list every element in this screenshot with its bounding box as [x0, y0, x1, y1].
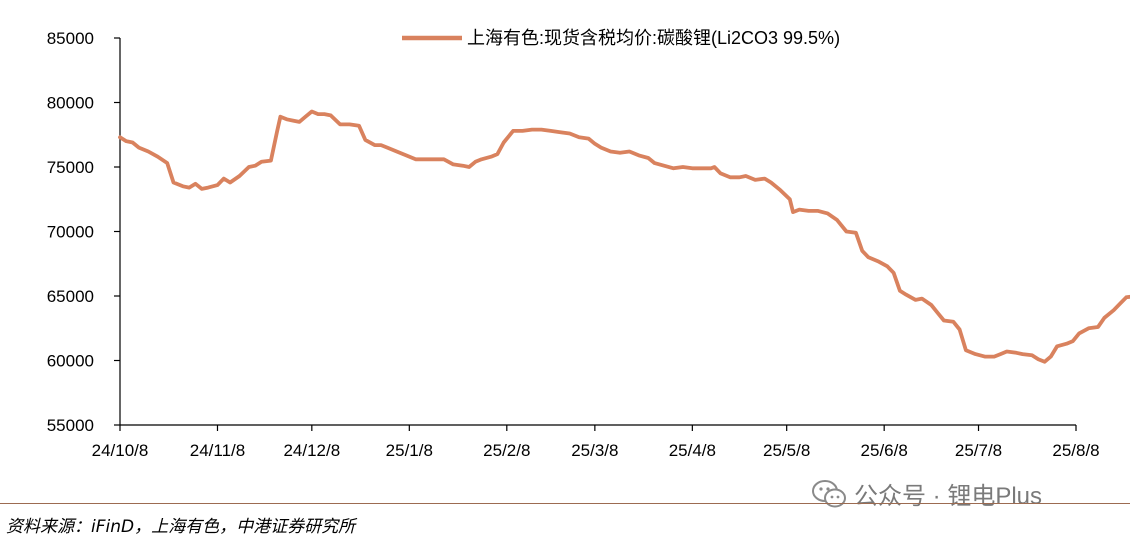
x-tick-label: 25/5/8	[763, 441, 810, 460]
y-tick-label: 65000	[47, 287, 94, 306]
x-axis: 24/10/8 24/11/8 24/12/8 25/1/8 25/2/8 25/3/8 2…	[92, 424, 1100, 460]
watermark-text: 公众号 · 锂电Plus	[854, 483, 1043, 510]
legend: 上海有色:现货含税均价:碳酸锂(Li2CO3 99.5%)	[402, 28, 840, 48]
legend-label: 上海有色:现货含税均价:碳酸锂(Li2CO3 99.5%)	[467, 28, 840, 48]
x-tick-label: 24/12/8	[283, 441, 340, 460]
x-tick-label: 25/2/8	[483, 441, 530, 460]
wechat-icon	[812, 479, 846, 507]
x-tick-label: 24/10/8	[92, 441, 149, 460]
x-tick-label: 25/8/8	[1052, 441, 1099, 460]
y-tick-label: 75000	[47, 158, 94, 177]
y-tick-label: 85000	[47, 29, 94, 48]
x-tick-label: 24/11/8	[190, 441, 245, 460]
source-note: 资料来源：iFinD，上海有色，中港证券研究所	[6, 517, 356, 537]
x-tick-label: 25/7/8	[955, 441, 1002, 460]
watermark: 公众号 · 锂电Plus	[812, 476, 1042, 511]
y-tick-label: 80000	[47, 94, 94, 113]
x-tick-label: 25/1/8	[386, 441, 433, 460]
y-tick-label: 70000	[47, 223, 94, 242]
x-tick-label: 25/6/8	[861, 441, 908, 460]
series-line	[118, 109, 1130, 364]
x-tick-label: 25/3/8	[571, 441, 618, 460]
x-tick-label: 25/4/8	[669, 441, 716, 460]
divider	[0, 503, 1130, 504]
series-layer	[118, 109, 1130, 364]
line-chart: 55000 60000 65000 70000 75000 80000 85000 24/1…	[47, 28, 1130, 460]
y-axis: 55000 60000 65000 70000 75000 80000 85000	[47, 29, 121, 435]
y-tick-label: 60000	[47, 352, 94, 371]
y-tick-label: 55000	[47, 416, 94, 435]
